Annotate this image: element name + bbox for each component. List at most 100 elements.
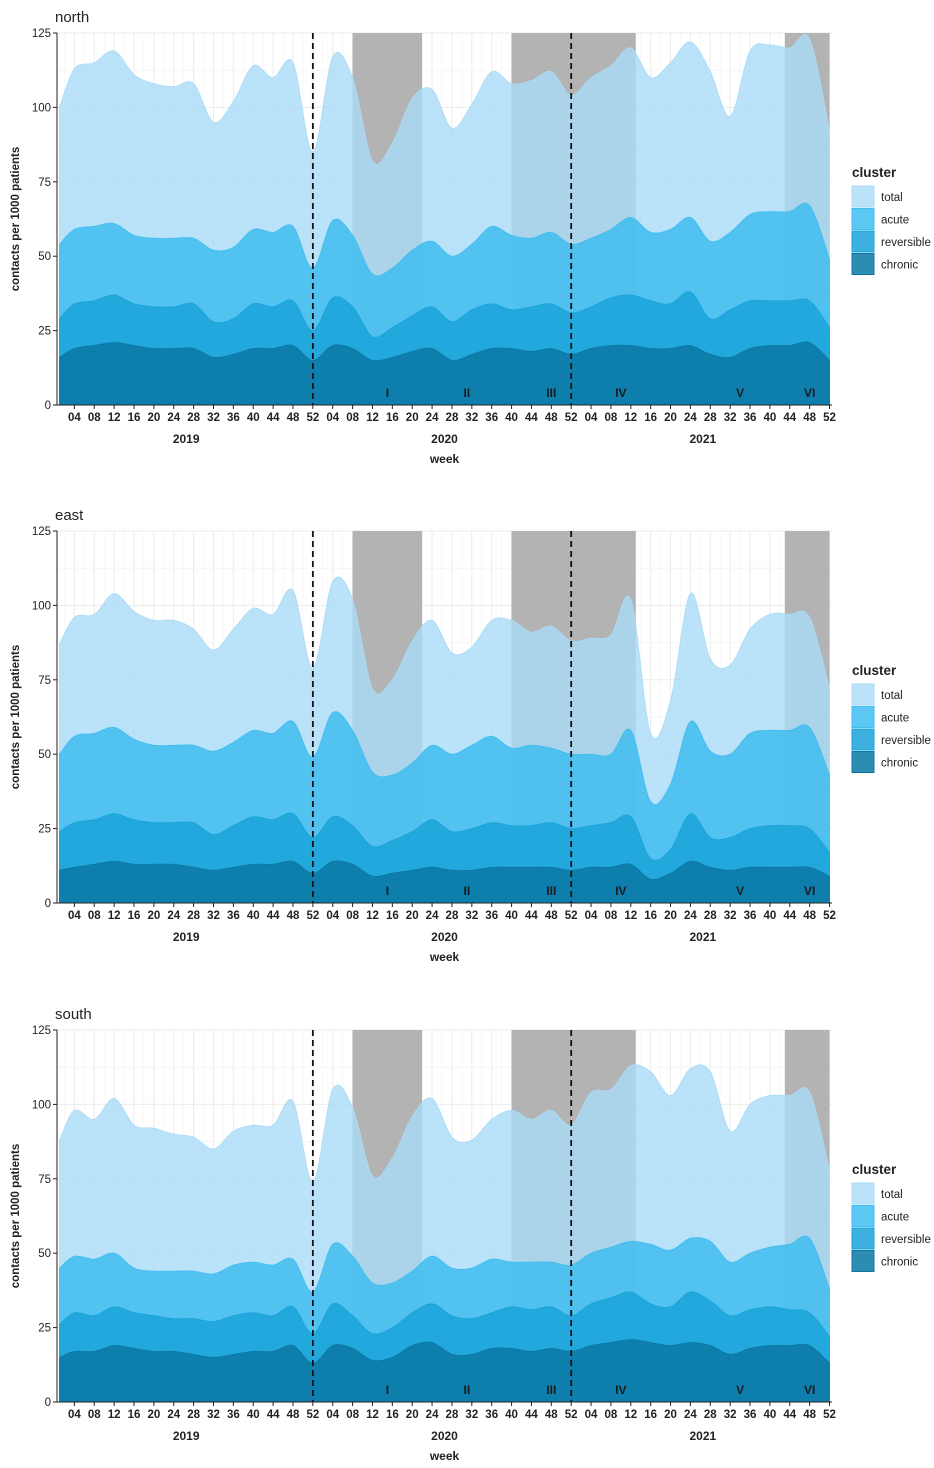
x-tick-label: 32 [465,910,478,922]
legend-label-acute: acute [881,713,909,725]
x-tick-label: 32 [724,910,737,922]
x-tick-label: 40 [505,412,518,424]
period-label-II: II [464,884,471,898]
x-tick-label: 12 [366,910,379,922]
legend-label-total: total [881,1189,903,1201]
x-tick-label: 36 [485,1409,498,1421]
legend-label-reversible: reversible [881,237,931,249]
y-tick-label: 100 [32,102,51,114]
legend-label-chronic: chronic [881,758,918,770]
x-tick-label: 48 [803,1409,816,1421]
x-tick-label: 04 [326,910,339,922]
period-label-IV: IV [615,386,626,400]
x-axis-title: week [429,1449,460,1463]
x-tick-label: 52 [823,412,836,424]
x-tick-label: 16 [644,412,657,424]
legend-label-chronic: chronic [881,260,918,272]
x-tick-label: 40 [764,412,777,424]
x-tick-label: 28 [187,412,200,424]
y-tick-label: 75 [38,177,51,189]
year-label-2019: 2019 [173,930,200,944]
year-label-2020: 2020 [431,1429,458,1443]
period-label-II: II [464,386,471,400]
area-series-chronic [59,860,830,904]
x-tick-label: 28 [446,1409,459,1421]
x-tick-label: 16 [128,910,141,922]
x-tick-label: 24 [426,910,439,922]
period-label-VI: VI [804,884,815,898]
y-tick-label: 50 [38,749,51,761]
period-label-V: V [736,1383,744,1397]
y-tick-label: 25 [38,824,51,836]
legend-title: cluster [852,663,897,678]
legend-label-total: total [881,690,903,702]
x-tick-label: 24 [684,910,697,922]
legend-swatch-acute [851,1205,875,1227]
period-label-VI: VI [804,386,815,400]
x-tick-label: 40 [247,1409,260,1421]
period-label-II: II [464,1383,471,1397]
y-tick-label: 25 [38,1323,51,1335]
x-tick-label: 24 [684,1409,697,1421]
x-tick-label: 08 [346,910,359,922]
x-tick-label: 52 [306,412,319,424]
period-label-III: III [546,884,556,898]
x-tick-label: 40 [247,412,260,424]
x-tick-label: 40 [764,910,777,922]
year-label-2019: 2019 [173,432,200,446]
x-tick-label: 28 [187,1409,200,1421]
x-tick-label: 48 [545,412,558,424]
legend-swatch-chronic [851,253,875,275]
x-tick-label: 36 [227,412,240,424]
period-label-I: I [386,386,389,400]
x-tick-label: 24 [426,412,439,424]
x-tick-label: 08 [605,412,618,424]
area-series-chronic [59,341,830,406]
x-tick-label: 04 [68,910,81,922]
x-tick-label: 20 [406,412,419,424]
x-tick-label: 32 [465,412,478,424]
x-tick-label: 40 [505,910,518,922]
y-axis-title: contacts per 1000 patients [10,1144,22,1288]
x-tick-label: 08 [605,910,618,922]
x-tick-label: 12 [624,1409,637,1421]
x-tick-label: 08 [346,1409,359,1421]
x-tick-label: 24 [167,910,180,922]
x-tick-label: 12 [624,910,637,922]
x-tick-label: 36 [227,910,240,922]
legend-label-acute: acute [881,1212,909,1224]
x-tick-label: 20 [406,1409,419,1421]
x-tick-label: 32 [724,1409,737,1421]
x-tick-label: 24 [167,412,180,424]
x-tick-label: 40 [764,1409,777,1421]
legend-label-reversible: reversible [881,735,931,747]
legend-swatch-reversible [851,230,875,253]
x-tick-label: 16 [386,1409,399,1421]
x-tick-label: 16 [128,412,141,424]
x-tick-label: 04 [326,412,339,424]
x-axis-title: week [429,950,460,964]
legend-title: cluster [852,165,897,180]
x-tick-label: 48 [287,412,300,424]
x-tick-label: 44 [783,910,796,922]
x-tick-label: 44 [783,412,796,424]
x-tick-label: 44 [525,1409,538,1421]
x-tick-label: 48 [545,910,558,922]
x-tick-label: 52 [565,910,578,922]
y-tick-label: 0 [45,1397,51,1409]
period-label-IV: IV [615,1383,626,1397]
x-tick-label: 52 [823,910,836,922]
legend-swatch-reversible [851,1227,875,1250]
x-tick-label: 36 [485,910,498,922]
x-tick-label: 12 [108,910,121,922]
legend: cluster total acute reversible chronic [851,663,931,773]
y-tick-label: 75 [38,675,51,687]
x-tick-label: 24 [167,1409,180,1421]
x-tick-label: 48 [287,910,300,922]
year-label-2020: 2020 [431,930,458,944]
x-tick-label: 28 [704,910,717,922]
x-tick-label: 28 [704,1409,717,1421]
x-tick-label: 52 [306,1409,319,1421]
x-tick-label: 48 [545,1409,558,1421]
